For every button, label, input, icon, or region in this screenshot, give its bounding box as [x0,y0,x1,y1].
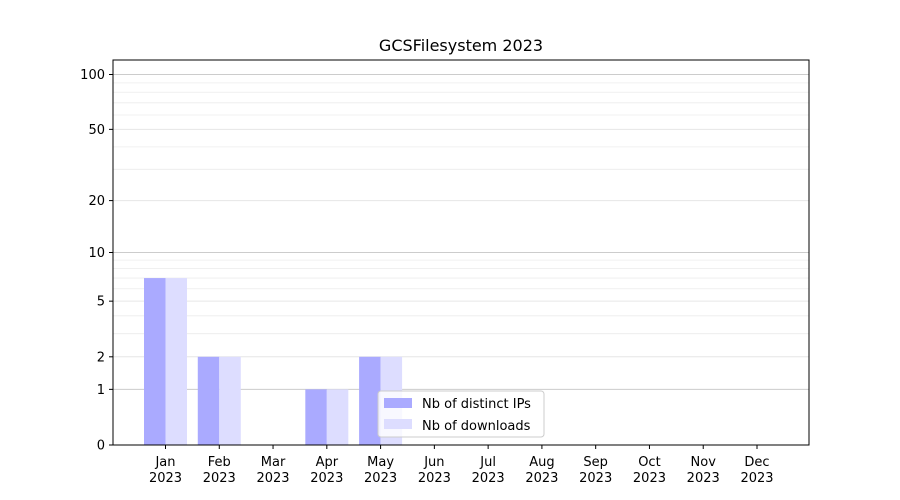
bar-downloads [165,278,187,445]
x-tick-label: May 2023 [364,455,397,486]
x-axis: Jan 2023 Feb 2023 Mar 2023 Apr 2023 May 2023 Jun 20… [149,445,774,486]
legend-swatch-downloads [384,419,412,429]
x-tick-label: Apr 2023 [310,455,343,486]
x-tick-label: Nov 2023 [687,455,720,486]
x-tick-label: Jan 2023 [149,455,182,486]
bar-distinct-ips [359,356,381,445]
x-tick-label: Dec 2023 [740,455,773,486]
legend-label-downloads: Nb of downloads [422,419,531,434]
y-tick-label: 100 [80,68,105,83]
bar-distinct-ips [144,278,166,445]
y-tick-label: 1 [97,383,105,398]
x-tick-label: Jul 2023 [472,455,505,486]
bar-downloads [219,356,241,445]
y-tick-label: 50 [88,123,105,138]
legend-box [377,390,545,438]
legend: Nb of distinct IPs Nb of downloads [377,390,545,438]
bar-downloads [326,389,349,445]
legend-label-distinct-ips: Nb of distinct IPs [422,397,531,412]
grid-layer [113,74,809,390]
y-tick-label: 0 [97,439,105,454]
x-tick-label: Oct 2023 [633,455,666,486]
bar-distinct-ips [197,356,220,445]
bars-layer [144,278,403,445]
x-tick-label: Jun 2023 [418,455,451,486]
chart-title: GCSFilesystem 2023 [379,36,543,55]
x-tick-label: Aug 2023 [525,455,558,486]
bar-distinct-ips [305,389,327,445]
x-tick-label: Mar 2023 [256,455,289,486]
y-tick-label: 10 [88,246,105,261]
y-tick-label: 20 [88,194,105,209]
x-tick-label: Sep 2023 [579,455,612,486]
y-tick-label: 5 [97,295,105,310]
legend-swatch-distinct-ips [384,398,412,408]
x-tick-label: Feb 2023 [203,455,236,486]
y-tick-label: 2 [97,350,105,365]
y-axis: 0 1 2 5 10 20 50 100 [80,68,113,454]
